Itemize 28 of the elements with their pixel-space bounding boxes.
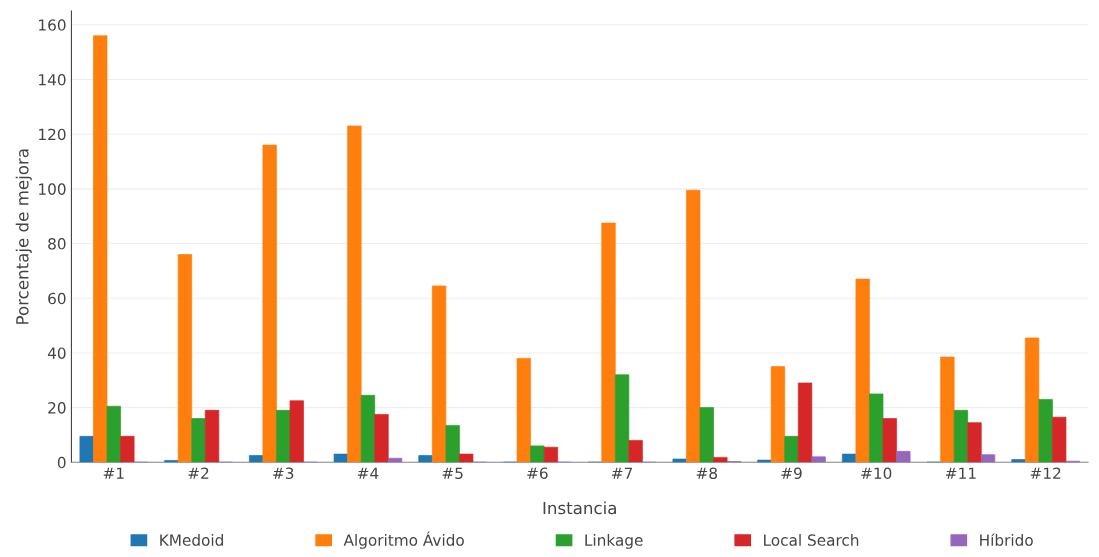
x-tick-label: #2 [188, 467, 209, 479]
x-tick-label: #9 [781, 467, 802, 479]
x-tick-label: #4 [357, 467, 379, 479]
legend-label: KMedoid [160, 534, 223, 546]
x-tick-label: #12 [1030, 467, 1061, 479]
y-tick-label: 160 [39, 19, 66, 31]
y-tick-label: 0 [57, 456, 66, 469]
legend-label: Linkage [585, 534, 643, 549]
y-tick-label: 60 [48, 292, 66, 305]
x-tick-label: #8 [696, 467, 718, 479]
x-tick-label: #11 [946, 467, 976, 479]
x-axis-title: Instancia [543, 501, 616, 515]
y-tick-label: 40 [47, 347, 66, 359]
y-tick-label: 140 [39, 73, 66, 86]
legend-label: Híbrido [980, 533, 1033, 546]
x-tick-label: #3 [273, 467, 294, 479]
y-tick-label: 20 [48, 402, 66, 414]
x-tick-label: #10 [861, 467, 892, 479]
legend-label: Algoritmo Ávido [343, 531, 464, 549]
legend-label: Local Search [764, 534, 859, 546]
y-tick-label: 80 [48, 238, 66, 250]
y-tick-label: 100 [39, 183, 66, 195]
y-tick-label: 120 [39, 128, 66, 141]
x-tick-label: #6 [527, 467, 548, 479]
y-axis-title: Porcentaje de mejora [15, 149, 32, 324]
x-tick-label: #5 [442, 467, 463, 479]
x-tick-label: #1 [103, 467, 124, 479]
x-tick-label: #7 [612, 467, 633, 479]
